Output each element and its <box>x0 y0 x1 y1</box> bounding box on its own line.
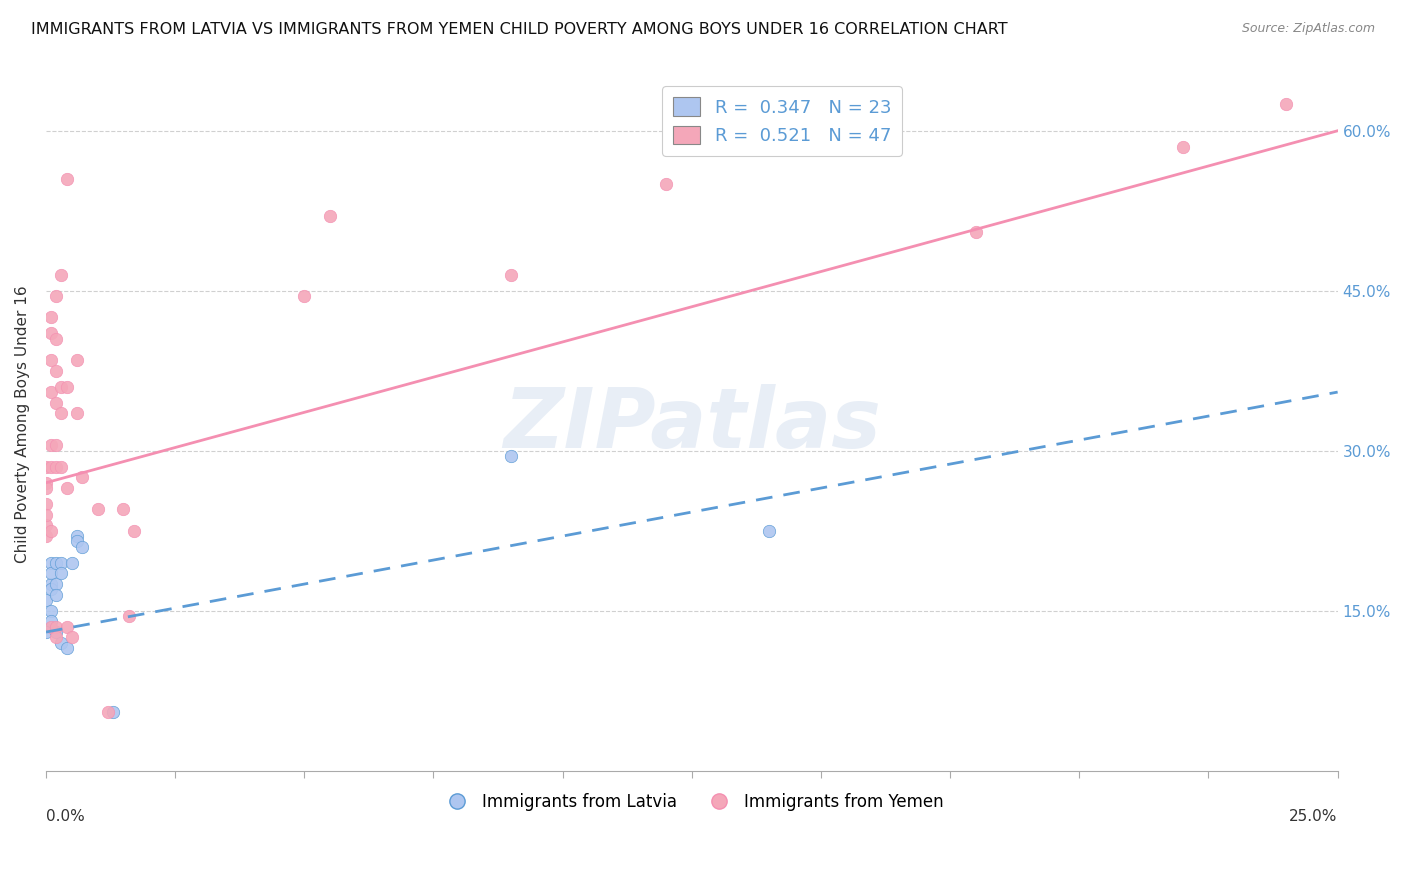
Point <box>45 332 67 346</box>
Text: IMMIGRANTS FROM LATVIA VS IMMIGRANTS FROM YEMEN CHILD POVERTY AMONG BOYS UNDER 1: IMMIGRANTS FROM LATVIA VS IMMIGRANTS FRO… <box>31 22 1008 37</box>
Point <box>101 705 124 719</box>
Point <box>51 459 73 474</box>
Text: 25.0%: 25.0% <box>1289 809 1337 824</box>
Text: Source: ZipAtlas.com: Source: ZipAtlas.com <box>1241 22 1375 36</box>
Point <box>51 566 73 581</box>
Y-axis label: Child Poverty Among Boys Under 16: Child Poverty Among Boys Under 16 <box>15 285 30 563</box>
Point <box>45 459 67 474</box>
Point <box>35 518 58 533</box>
Point <box>45 289 67 303</box>
Point <box>499 449 522 463</box>
Point <box>45 396 67 410</box>
Point <box>39 326 62 341</box>
Point <box>35 625 58 640</box>
Point <box>55 171 77 186</box>
Point <box>39 577 62 591</box>
Point <box>45 620 67 634</box>
Point <box>39 582 62 597</box>
Point <box>70 540 93 554</box>
Point <box>51 406 73 420</box>
Point <box>39 310 62 325</box>
Point <box>122 524 145 538</box>
Point <box>39 385 62 400</box>
Point <box>965 225 987 239</box>
Point <box>51 556 73 570</box>
Point <box>292 289 315 303</box>
Point <box>758 524 780 538</box>
Point <box>39 459 62 474</box>
Point <box>35 593 58 607</box>
Text: 0.0%: 0.0% <box>46 809 84 824</box>
Point <box>35 475 58 490</box>
Point <box>39 556 62 570</box>
Legend: Immigrants from Latvia, Immigrants from Yemen: Immigrants from Latvia, Immigrants from … <box>433 787 950 818</box>
Point <box>112 502 135 516</box>
Point <box>45 556 67 570</box>
Point <box>39 438 62 452</box>
Point <box>66 353 89 368</box>
Point <box>39 604 62 618</box>
Point <box>86 502 108 516</box>
Point <box>51 380 73 394</box>
Point <box>45 625 67 640</box>
Point <box>66 406 89 420</box>
Point <box>45 631 67 645</box>
Point <box>51 636 73 650</box>
Point <box>45 364 67 378</box>
Point <box>1275 97 1298 112</box>
Point <box>655 177 678 191</box>
Point <box>51 268 73 282</box>
Point <box>39 353 62 368</box>
Point <box>55 481 77 495</box>
Point <box>70 470 93 484</box>
Point <box>39 620 62 634</box>
Point <box>97 705 120 719</box>
Point <box>35 497 58 511</box>
Point <box>39 524 62 538</box>
Point <box>66 534 89 549</box>
Point <box>35 481 58 495</box>
Point <box>60 631 83 645</box>
Text: ZIPatlas: ZIPatlas <box>503 384 880 465</box>
Point <box>55 641 77 656</box>
Point <box>55 620 77 634</box>
Point <box>39 566 62 581</box>
Point <box>45 588 67 602</box>
Point <box>45 438 67 452</box>
Point <box>319 209 342 223</box>
Point <box>35 529 58 543</box>
Point <box>117 609 139 624</box>
Point <box>55 380 77 394</box>
Point <box>66 529 89 543</box>
Point <box>35 459 58 474</box>
Point <box>1171 140 1194 154</box>
Point <box>499 268 522 282</box>
Point <box>35 508 58 522</box>
Point <box>39 615 62 629</box>
Point <box>60 556 83 570</box>
Point <box>45 577 67 591</box>
